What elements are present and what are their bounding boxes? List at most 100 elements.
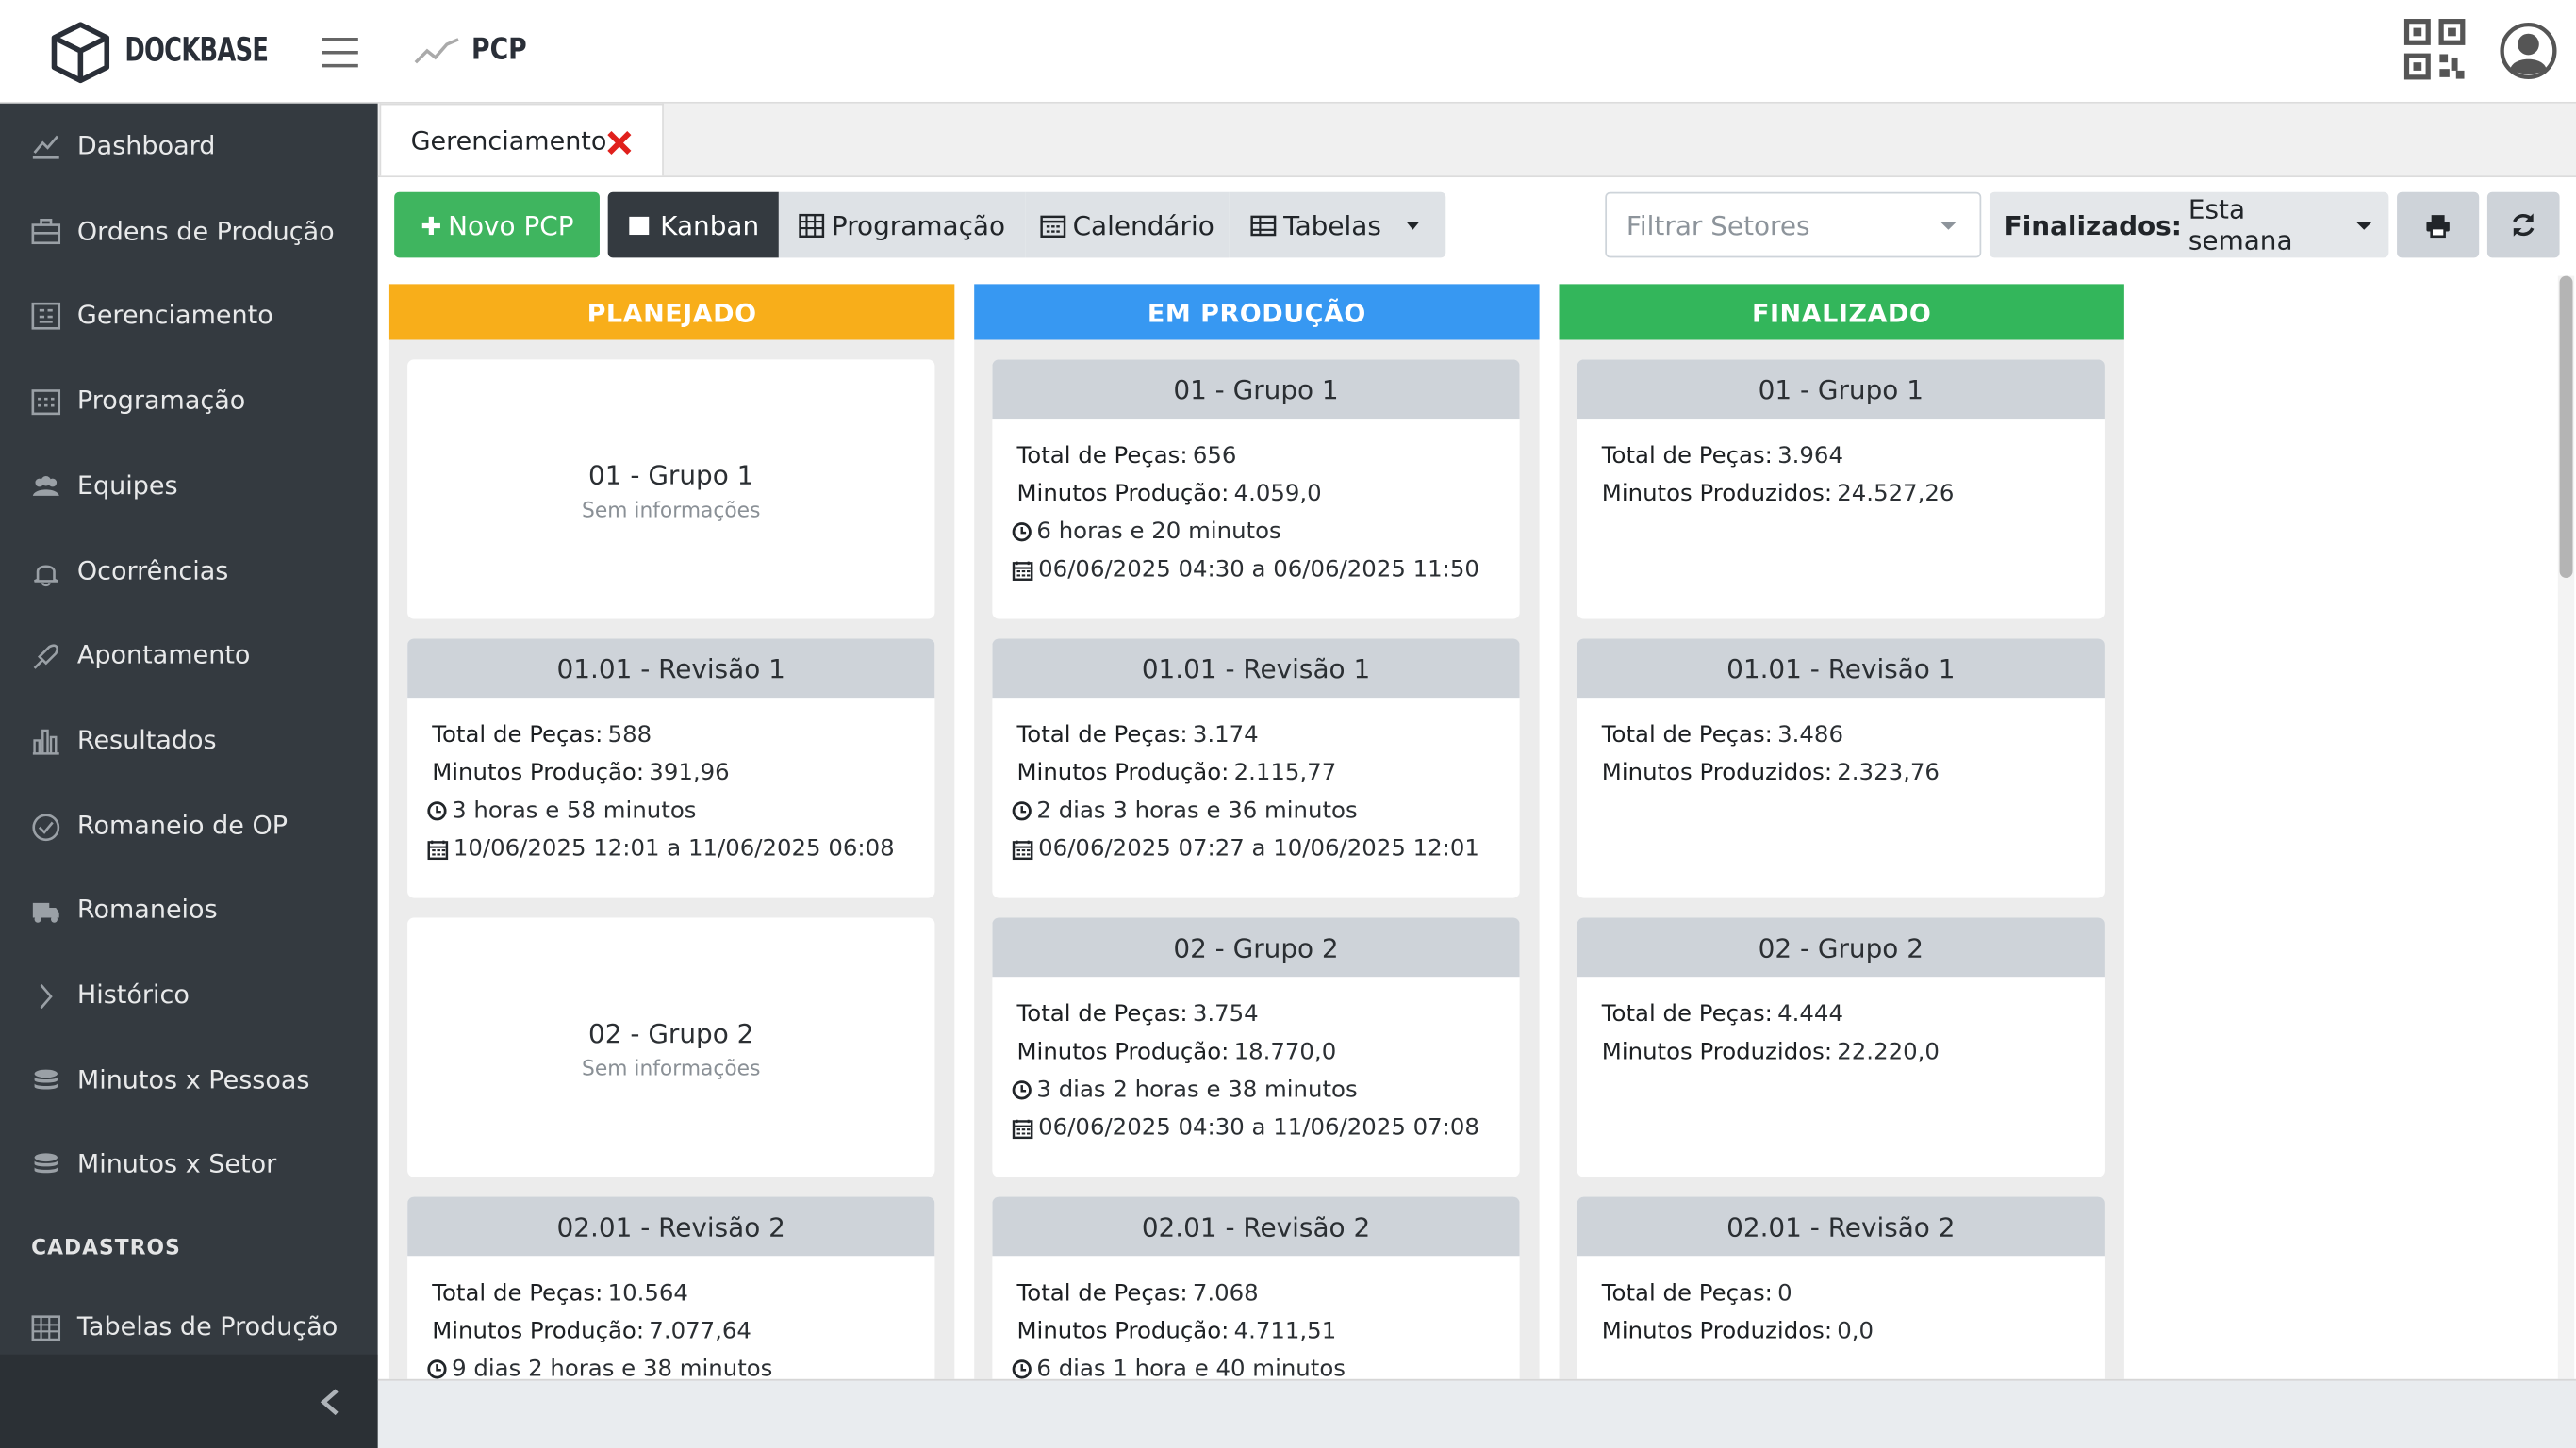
- card-field: Total de Peças: 10.564: [432, 1280, 688, 1307]
- nav-item[interactable]: Resultados: [0, 704, 378, 777]
- period-text: 06/06/2025 07:27 a 10/06/2025 12:01: [1038, 835, 1479, 863]
- nav-icon: [31, 303, 61, 331]
- nav-item[interactable]: Ordens de Produção: [0, 195, 378, 268]
- card-duration: 6 dias 1 hora e 40 minutos: [1012, 1356, 1346, 1379]
- nav-item[interactable]: Tabelas de Produção: [0, 1291, 378, 1363]
- nav-item[interactable]: Equipes: [0, 450, 378, 522]
- view-button[interactable]: Kanban: [607, 191, 779, 258]
- nav-item[interactable]: Minutos x Pessoas: [0, 1044, 378, 1116]
- card-title: 01 - Grupo 1: [588, 459, 754, 491]
- card-field: Total de Peças: 3.486: [1602, 722, 1843, 749]
- kanban-card[interactable]: 02 - Grupo 2 Sem informações: [407, 917, 935, 1177]
- nav-item[interactable]: Apontamento: [0, 619, 378, 692]
- card-field: Minutos Produção: 2.115,77: [1017, 760, 1337, 786]
- field-label: Total de Peças:: [1601, 722, 1773, 749]
- nav-label: Equipes: [76, 470, 178, 501]
- kanban-card[interactable]: 02.01 - Revisão 2 Total de Peças: 7.068 Min…: [992, 1196, 1520, 1379]
- tab-bar: Gerenciamento: [377, 103, 2576, 178]
- kanban-card[interactable]: 01.01 - Revisão 1 Total de Peças: 3.486 Min…: [1577, 638, 2105, 898]
- card-field: Total de Peças: 3.754: [1017, 1001, 1259, 1028]
- finalized-select[interactable]: Finalizados: Esta semana: [1989, 191, 2389, 258]
- refresh-button[interactable]: [2486, 191, 2560, 258]
- field-value: 7.068: [1192, 1280, 1259, 1308]
- card-period: 06/06/2025 07:27 a 10/06/2025 12:01: [1012, 835, 1479, 862]
- scrollbar[interactable]: [2557, 275, 2575, 1379]
- duration-text: 3 dias 2 horas e 38 minutos: [1036, 1077, 1358, 1104]
- view-button[interactable]: Calendário: [1025, 191, 1230, 258]
- nav-item[interactable]: Romaneios: [0, 874, 378, 946]
- card-header: 01.01 - Revisão 1: [407, 638, 935, 699]
- nav-item[interactable]: Gerenciamento: [0, 280, 378, 353]
- card-field: Total de Peças: 656: [1017, 443, 1237, 469]
- footer: [377, 1378, 2576, 1448]
- field-label: Total de Peças:: [1016, 443, 1188, 470]
- button-label: Calendário: [1072, 209, 1214, 241]
- nav-label: Ocorrências: [76, 555, 229, 585]
- nav-icon: [32, 135, 59, 159]
- field-label: Minutos Produção:: [432, 760, 645, 787]
- field-value: 0,0: [1837, 1318, 1874, 1345]
- nav-item[interactable]: Ocorrências: [0, 535, 378, 607]
- nav-icon: [34, 1069, 58, 1089]
- nav-item[interactable]: Minutos x Setor: [0, 1128, 378, 1201]
- field-label: Minutos Produzidos:: [1601, 1318, 1833, 1345]
- kanban-card[interactable]: 01 - Grupo 1 Total de Peças: 3.964 Minutos …: [1577, 359, 2105, 619]
- card-field: Minutos Produção: 4.711,51: [1017, 1318, 1337, 1344]
- button-label: Tabelas: [1283, 209, 1381, 241]
- tab[interactable]: Gerenciamento: [379, 103, 664, 176]
- kanban-card[interactable]: 02 - Grupo 2 Total de Peças: 3.754 Minutos …: [992, 917, 1520, 1177]
- nav-label: Romaneios: [76, 895, 218, 925]
- kanban-column: PLANEJADO 01 - Grupo 1 Sem informações 01.0…: [388, 284, 955, 1379]
- kanban-card[interactable]: 01.01 - Revisão 1 Total de Peças: 3.174 Min…: [992, 638, 1520, 898]
- nav-label: Romaneio de OP: [76, 810, 289, 840]
- card-field: Minutos Produção: 18.770,0: [1017, 1039, 1337, 1065]
- card-field: Total de Peças: 4.444: [1602, 1001, 1843, 1028]
- nav-icon: [34, 564, 58, 586]
- section-title: CADASTROS: [31, 1234, 181, 1259]
- nav-item[interactable]: Programação: [0, 365, 378, 437]
- card-duration: 9 dias 2 horas e 38 minutos: [427, 1356, 772, 1379]
- scroll-thumb[interactable]: [2559, 275, 2573, 579]
- logo: [51, 22, 110, 84]
- nav-icon: [34, 1154, 58, 1174]
- card-field: Minutos Produzidos: 0,0: [1602, 1318, 1874, 1344]
- calendar-icon: [427, 839, 449, 860]
- kanban-card[interactable]: 02.01 - Revisão 2 Total de Peças: 0 Minutos…: [1577, 1196, 2105, 1379]
- new-pcp-button[interactable]: Novo PCP: [394, 191, 600, 258]
- card-field: Minutos Produzidos: 2.323,76: [1602, 760, 1940, 786]
- card-note: Sem informações: [582, 497, 761, 522]
- top-bar: DOCKBASE PCP: [0, 0, 2576, 104]
- period-text: 06/06/2025 04:30 a 11/06/2025 07:08: [1038, 1114, 1479, 1142]
- field-label: Minutos Produção:: [1016, 1039, 1230, 1066]
- kanban-card[interactable]: 02 - Grupo 2 Total de Peças: 4.444 Minutos …: [1577, 917, 2105, 1177]
- nav-item[interactable]: Histórico: [0, 959, 378, 1031]
- card-header: 02.01 - Revisão 2: [1577, 1196, 2105, 1257]
- card-field: Minutos Produção: 4.059,0: [1017, 481, 1322, 507]
- nav-item[interactable]: Romaneio de OP: [0, 789, 378, 862]
- duration-text: 3 horas e 58 minutos: [452, 798, 697, 825]
- kanban-card[interactable]: 02.01 - Revisão 2 Total de Peças: 10.564 Mi…: [407, 1196, 935, 1379]
- nav-item[interactable]: Dashboard: [0, 110, 378, 183]
- sidebar-collapse[interactable]: [0, 1354, 378, 1448]
- kanban-card[interactable]: 01 - Grupo 1 Total de Peças: 656 Minutos Pr…: [992, 359, 1520, 619]
- card-header: 02.01 - Revisão 2: [992, 1196, 1520, 1257]
- duration-text: 6 horas e 20 minutos: [1036, 518, 1281, 546]
- field-label: Minutos Produzidos:: [1601, 760, 1833, 787]
- qr-button[interactable]: [2403, 18, 2466, 80]
- user-avatar[interactable]: [2499, 22, 2558, 81]
- nav-icon: [32, 729, 59, 755]
- content: Novo PCP Kanban Programação Calendário Tabel…: [377, 177, 2576, 1379]
- tab-close[interactable]: [606, 130, 633, 156]
- print-button[interactable]: [2397, 191, 2480, 258]
- caret: [2355, 222, 2372, 230]
- period-text: 10/06/2025 12:01 a 11/06/2025 06:08: [453, 835, 895, 863]
- view-button[interactable]: Tabelas: [1229, 191, 1446, 258]
- kanban-card[interactable]: 01 - Grupo 1 Sem informações: [407, 359, 935, 619]
- view-button[interactable]: Programação: [778, 191, 1026, 258]
- clock-icon: [1012, 1080, 1032, 1100]
- menu-toggle[interactable]: [321, 36, 360, 69]
- kanban-card[interactable]: 01.01 - Revisão 1 Total de Peças: 588 Minut…: [407, 638, 935, 898]
- sector-filter[interactable]: Filtrar Setores: [1605, 191, 1982, 258]
- kanban-column: FINALIZADO 01 - Grupo 1 Total de Peças: 3.9…: [1559, 284, 2124, 1379]
